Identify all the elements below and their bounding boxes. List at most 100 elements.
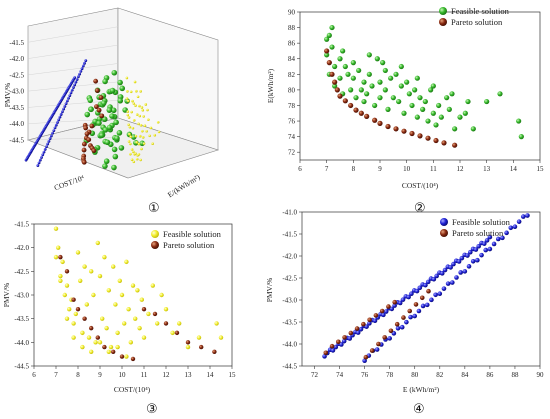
feasible-point — [512, 224, 518, 229]
feasible-point — [423, 282, 428, 288]
panel-3-ticks: 6 7 8 9 10 11 12 13 14 15 -41.5 -42.0 -42.5 -43.0 -43.… — [14, 221, 236, 380]
panel-4-ticks: 72 74 76 78 80 82 84 86 88 90 -41.0 -41.5 -42.0 -42.5… — [282, 209, 544, 380]
pareto-point — [329, 343, 335, 349]
3d-feasible-point — [141, 108, 145, 112]
3d-feasible-point — [130, 148, 134, 151]
y-tick-label: -44.5 — [282, 363, 297, 371]
feasible-point — [339, 342, 344, 347]
3d-feasible-point — [109, 113, 115, 119]
3d-pareto-point — [81, 147, 87, 153]
feasible-point — [433, 122, 439, 128]
feasible-point — [367, 321, 372, 326]
feasible-point — [332, 83, 338, 89]
panel-number-4: ④ — [413, 402, 425, 417]
feasible-point — [465, 98, 471, 105]
feasible-point — [431, 276, 437, 282]
feasible-point — [377, 79, 383, 85]
feasible-point — [481, 241, 487, 246]
feasible-point — [329, 24, 335, 31]
feasible-point — [345, 71, 351, 77]
3d-ylabel: E/(kWh/m²) — [166, 172, 202, 199]
pareto-point — [58, 254, 63, 260]
feasible-point — [392, 303, 397, 308]
feasible-point — [124, 354, 129, 359]
feasible-point — [409, 102, 415, 109]
y-tick-label: -42.5 — [14, 268, 29, 276]
3d-feasible-point — [134, 152, 137, 155]
feasible-point — [458, 270, 463, 275]
pareto-point — [336, 339, 341, 345]
3d-zlabel: PMV/% — [3, 83, 12, 108]
feasible-point — [113, 302, 118, 307]
3d-feasible-point — [41, 153, 45, 157]
3d-feasible-point — [74, 80, 78, 84]
3d-feasible-point — [54, 123, 58, 127]
pareto-point — [323, 350, 329, 356]
feasible-point — [62, 292, 67, 298]
feasible-point — [412, 313, 418, 319]
feasible-point — [377, 95, 383, 101]
feasible-point — [333, 344, 339, 350]
3d-feasible-point — [128, 125, 132, 129]
3d-feasible-point — [148, 134, 151, 138]
legend-marker-pareto — [440, 229, 448, 237]
pareto-point — [141, 307, 147, 312]
pareto-point — [419, 295, 425, 301]
feasible-point — [445, 281, 451, 286]
pareto-point — [372, 117, 378, 123]
feasible-point — [80, 330, 85, 336]
panel-2-ylabel: E(kWh/m²) — [266, 68, 275, 103]
feasible-point — [438, 114, 444, 120]
3d-feasible-point — [38, 158, 42, 162]
y-tick-label: -43.0 — [282, 297, 297, 305]
feasible-point — [467, 249, 473, 255]
feasible-point — [430, 83, 436, 89]
pareto-point — [385, 123, 391, 130]
feasible-point — [84, 302, 90, 307]
3d-feasible-point — [126, 90, 129, 93]
feasible-point — [196, 335, 202, 340]
feasible-point — [177, 321, 182, 326]
y-tick-label: 76 — [288, 118, 296, 126]
feasible-point — [525, 213, 530, 218]
x-tick-label: 13 — [483, 165, 491, 173]
3d-feasible-point — [81, 64, 85, 68]
pareto-point — [163, 321, 169, 326]
y-tick-label: 84 — [288, 55, 296, 63]
y-tick-label: 88 — [288, 24, 296, 32]
panel-2-legend: Feasible solution Pareto solution — [439, 6, 510, 27]
3d-feasible-point — [145, 129, 148, 133]
3d-feasible-point — [143, 124, 147, 128]
3d-feasible-point — [127, 140, 131, 143]
3d-feasible-point — [75, 78, 79, 81]
3d-feasible-point — [136, 95, 140, 99]
3d-feasible-point — [101, 116, 108, 123]
3d-gridline — [27, 63, 119, 76]
feasible-point — [383, 309, 389, 314]
pareto-point — [417, 133, 423, 139]
feasible-point — [133, 316, 138, 321]
x-tick-label: 12 — [163, 371, 171, 379]
legend-label-pareto: Pareto solution — [452, 228, 504, 238]
feasible-point — [163, 307, 169, 312]
3d-feasible-point — [109, 87, 116, 94]
3d-feasible-point — [45, 145, 48, 149]
feasible-point — [89, 349, 94, 354]
pareto-point — [89, 325, 94, 331]
3d-feasible-point — [135, 157, 139, 161]
pareto-point — [95, 335, 101, 340]
3d-feasible-point — [138, 134, 142, 138]
feasible-point — [111, 264, 116, 269]
feasible-point — [350, 75, 356, 81]
pareto-point — [373, 313, 379, 318]
feasible-point — [441, 286, 447, 291]
feasible-point — [58, 273, 63, 279]
3d-pareto-point — [83, 125, 89, 131]
feasible-point — [437, 291, 443, 297]
feasible-point — [342, 63, 348, 70]
feasible-point — [399, 324, 405, 330]
feasible-point — [385, 106, 391, 112]
feasible-point — [358, 327, 364, 332]
y-tick-label: -41.5 — [14, 221, 29, 229]
